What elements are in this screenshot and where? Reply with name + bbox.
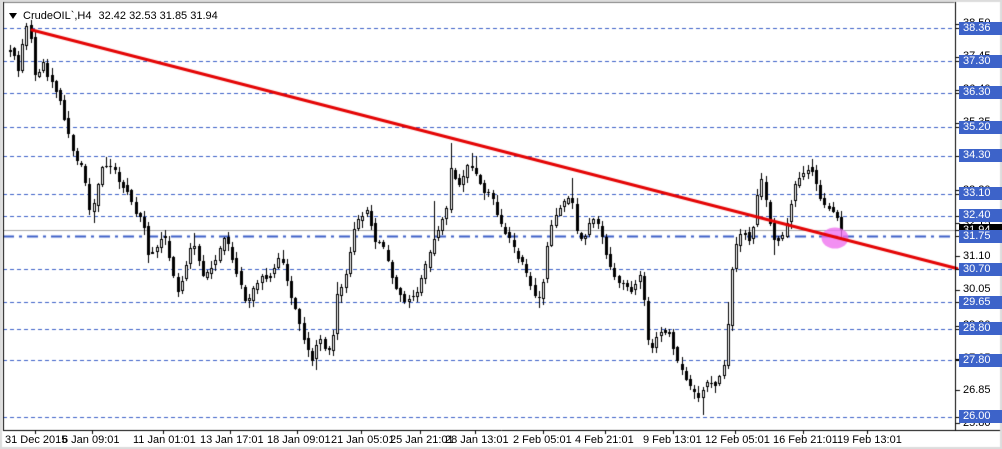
time-axis-label: 9 Feb 13:01 — [643, 434, 702, 446]
time-axis-label: 21 Jan 05:01 — [331, 434, 395, 446]
ohlc-quote-label: 32.42 32.53 31.85 31.94 — [98, 9, 218, 22]
price-level-label: 35.20 — [959, 120, 1002, 134]
price-level-label: 37.30 — [959, 54, 1002, 68]
price-level-label: 36.30 — [959, 86, 1002, 100]
time-axis-label: 19 Feb 13:01 — [837, 434, 902, 446]
time-axis-label: 28 Jan 13:01 — [445, 434, 509, 446]
symbol-timeframe-label: CrudeOIL`,H4 — [23, 9, 92, 22]
price-level-label: 34.30 — [959, 149, 1002, 163]
price-tick-label: 30.05 — [963, 283, 991, 296]
time-axis-label: 16 Feb 21:01 — [773, 434, 838, 446]
price-level-label: 26.00 — [959, 410, 1002, 424]
price-tick-label: 31.10 — [963, 249, 991, 262]
time-axis-label: 25 Jan 21:01 — [390, 434, 454, 446]
price-level-label: 27.80 — [959, 353, 1002, 367]
symbol-header: CrudeOIL`,H4 32.42 32.53 31.85 31.94 — [9, 9, 218, 22]
price-level-label: 32.40 — [959, 209, 1002, 223]
price-tick-label: 26.85 — [963, 383, 991, 396]
time-axis-label: 4 Feb 21:01 — [575, 434, 634, 446]
price-level-label: 33.10 — [959, 187, 1002, 201]
time-axis-label: 12 Feb 05:01 — [705, 434, 770, 446]
time-axis-label: 31 Dec 2015 — [5, 434, 68, 446]
time-axis-label: 18 Jan 09:01 — [267, 434, 331, 446]
price-level-label: 28.80 — [959, 322, 1002, 336]
symbol-dropdown-icon[interactable] — [9, 12, 17, 19]
time-axis-label: 2 Feb 05:01 — [513, 434, 572, 446]
time-axis-label: 11 Jan 01:01 — [133, 434, 196, 446]
price-level-label: 31.75 — [959, 229, 1002, 243]
time-axis-label: 13 Jan 17:01 — [200, 434, 264, 446]
price-level-label: 30.70 — [959, 262, 1002, 276]
price-level-label: 38.36 — [959, 21, 1002, 35]
time-axis-label: 6 Jan 09:01 — [62, 434, 120, 446]
price-level-label: 29.65 — [959, 295, 1002, 309]
